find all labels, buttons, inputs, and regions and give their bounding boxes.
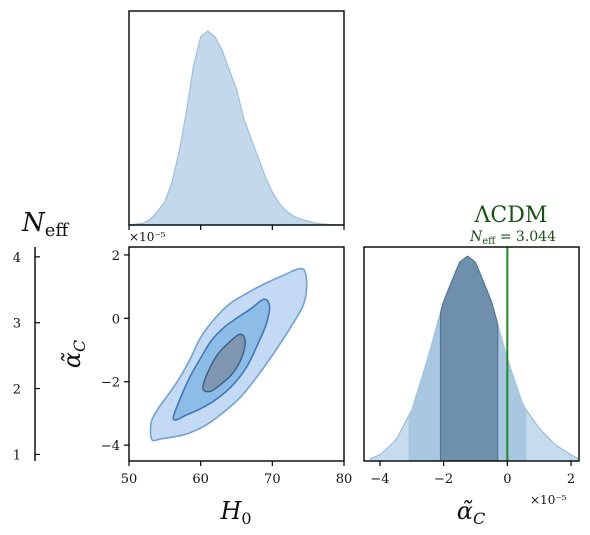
joint-y-axis-label: α̃C bbox=[58, 340, 89, 368]
joint-x-ticks: 50 60 70 80 bbox=[121, 461, 353, 487]
alphac-x-tick-label-3: 2 bbox=[567, 472, 575, 487]
alphac-x-axis-label: α̃C bbox=[457, 497, 485, 528]
panel-frame-marginal-h0 bbox=[128, 10, 345, 226]
neff-tick-label-2: 2 bbox=[13, 383, 21, 398]
h0-marginal-density bbox=[128, 30, 345, 226]
h0-marginal-ticks bbox=[128, 225, 345, 230]
joint-x-tick-label-0: 50 bbox=[121, 472, 138, 487]
alphac-x-ticks: −4 −2 0 2 bbox=[370, 461, 575, 487]
neff-colorbar: 4 3 2 1 Neff bbox=[13, 208, 70, 463]
alphac-x-tick-label-2: 0 bbox=[503, 472, 511, 487]
alphac-x-tick-label-1: −2 bbox=[434, 472, 453, 487]
neff-tick-label-3: 1 bbox=[13, 448, 21, 463]
lcdm-neff-label: Neff = 3.044 bbox=[469, 229, 556, 247]
joint-x-tick-label-2: 70 bbox=[264, 472, 281, 487]
joint-x-tick-label-1: 60 bbox=[192, 472, 209, 487]
neff-tick-label-0: 4 bbox=[13, 251, 21, 266]
joint-y-offset-label: ×10⁻⁵ bbox=[129, 230, 166, 244]
panel-marginal-h0 bbox=[128, 10, 345, 230]
panel-frame-joint bbox=[128, 246, 345, 462]
joint-y-ticks: 2 0 −2 −4 bbox=[101, 249, 129, 454]
alphac-x-tick-label-0: −4 bbox=[370, 472, 389, 487]
joint-x-tick-label-3: 80 bbox=[336, 472, 353, 487]
neff-tick-label-1: 3 bbox=[13, 317, 21, 332]
joint-y-tick-label-1: 0 bbox=[112, 312, 120, 327]
neff-label: Neff bbox=[21, 208, 69, 241]
joint-y-tick-label-0: 2 bbox=[112, 249, 120, 264]
lcdm-label: ΛCDM bbox=[474, 203, 548, 228]
joint-y-tick-label-3: −4 bbox=[101, 439, 120, 454]
alphac-x-offset-label: ×10⁻⁵ bbox=[530, 493, 567, 507]
neff-ticks: 4 3 2 1 bbox=[13, 251, 40, 463]
alphac-density-inner bbox=[439, 255, 499, 462]
panel-joint: 50 60 70 80 2 0 −2 −4 ×10⁻⁵ H0 α̃C bbox=[58, 230, 352, 528]
panel-frame-marginal-alphac bbox=[363, 246, 580, 462]
joint-y-tick-label-2: −2 bbox=[101, 376, 120, 391]
contour-inner bbox=[202, 333, 246, 393]
joint-x-axis-label: H0 bbox=[219, 497, 251, 528]
panel-marginal-alphac: −4 −2 0 2 ×10⁻⁵ α̃C ΛCDM Neff = 3.044 bbox=[363, 203, 580, 528]
